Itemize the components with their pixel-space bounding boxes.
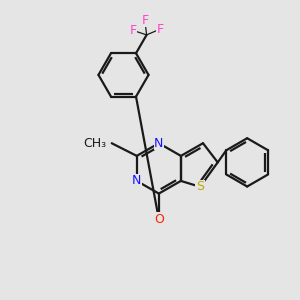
Text: CH₃: CH₃ [83,137,106,150]
Text: O: O [154,213,164,226]
Text: N: N [154,137,164,150]
Text: S: S [196,180,204,193]
Text: F: F [157,22,164,36]
Text: F: F [141,14,148,27]
Text: N: N [132,174,141,188]
Text: F: F [129,24,137,37]
